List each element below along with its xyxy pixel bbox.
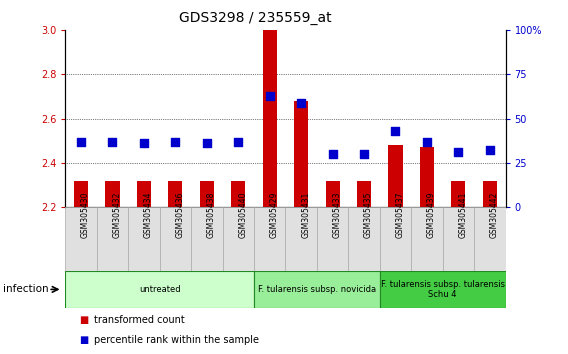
Bar: [254, 207, 285, 271]
Text: GSM305430: GSM305430: [81, 192, 90, 238]
Text: percentile rank within the sample: percentile rank within the sample: [94, 335, 258, 345]
Bar: [97, 207, 128, 271]
Bar: [348, 207, 380, 271]
Bar: [389, 145, 403, 207]
Bar: [191, 207, 223, 271]
Bar: [357, 181, 371, 207]
Bar: [483, 181, 497, 207]
Text: GSM305439: GSM305439: [427, 192, 436, 238]
Point: [391, 128, 400, 134]
Text: untreated: untreated: [139, 285, 181, 294]
Bar: [285, 207, 317, 271]
Point: [328, 151, 337, 157]
Bar: [65, 207, 97, 271]
Point: [423, 139, 432, 144]
Bar: [254, 271, 380, 308]
Text: transformed count: transformed count: [94, 315, 185, 325]
Point: [233, 139, 243, 144]
Text: ■: ■: [80, 335, 89, 345]
Point: [202, 141, 211, 146]
Bar: [452, 181, 465, 207]
Bar: [442, 207, 474, 271]
Bar: [294, 101, 308, 207]
Text: F. tularensis subsp. novicida: F. tularensis subsp. novicida: [258, 285, 376, 294]
Text: GSM305438: GSM305438: [207, 192, 216, 238]
Text: GSM305433: GSM305433: [333, 192, 341, 238]
Bar: [200, 181, 214, 207]
Point: [296, 100, 306, 105]
Bar: [65, 271, 254, 308]
Text: GSM305436: GSM305436: [176, 192, 185, 238]
Bar: [325, 181, 340, 207]
Text: GSM305441: GSM305441: [458, 192, 467, 238]
Point: [139, 141, 148, 146]
Point: [485, 148, 494, 153]
Text: GSM305442: GSM305442: [490, 192, 499, 238]
Bar: [223, 207, 254, 271]
Point: [108, 139, 117, 144]
Point: [265, 93, 274, 98]
Text: GDS3298 / 235559_at: GDS3298 / 235559_at: [179, 11, 332, 25]
Bar: [168, 181, 182, 207]
Bar: [137, 181, 151, 207]
Point: [360, 151, 369, 157]
Bar: [106, 181, 119, 207]
Bar: [262, 30, 277, 207]
Text: GSM305429: GSM305429: [270, 192, 279, 238]
Point: [77, 139, 86, 144]
Text: GSM305435: GSM305435: [364, 192, 373, 238]
Bar: [128, 207, 160, 271]
Bar: [74, 181, 88, 207]
Bar: [420, 147, 434, 207]
Bar: [317, 207, 348, 271]
Bar: [474, 207, 506, 271]
Text: infection: infection: [3, 284, 48, 295]
Bar: [411, 207, 442, 271]
Text: F. tularensis subsp. tularensis
Schu 4: F. tularensis subsp. tularensis Schu 4: [381, 280, 504, 299]
Text: GSM305437: GSM305437: [395, 192, 404, 238]
Text: ■: ■: [80, 315, 89, 325]
Text: GSM305440: GSM305440: [238, 192, 247, 238]
Point: [454, 149, 463, 155]
Bar: [231, 181, 245, 207]
Bar: [160, 207, 191, 271]
Text: GSM305431: GSM305431: [301, 192, 310, 238]
Text: GSM305434: GSM305434: [144, 192, 153, 238]
Bar: [380, 207, 411, 271]
Bar: [380, 271, 506, 308]
Text: GSM305432: GSM305432: [112, 192, 122, 238]
Point: [171, 139, 180, 144]
